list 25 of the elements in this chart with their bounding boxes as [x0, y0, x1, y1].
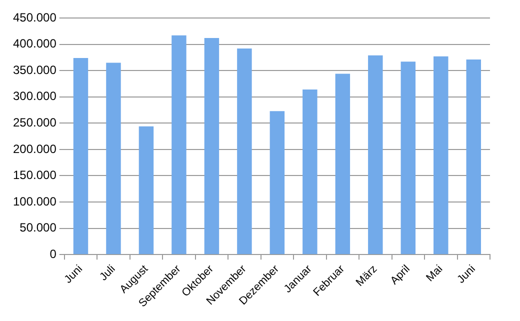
- bar: [434, 56, 448, 254]
- bar: [270, 111, 285, 254]
- bar: [204, 38, 220, 254]
- y-tick-label: 200.000: [12, 142, 57, 156]
- bar: [172, 35, 186, 254]
- y-tick-label: 300.000: [12, 89, 57, 104]
- x-tick-label: Juli: [98, 263, 118, 284]
- bar: [237, 48, 252, 254]
- bar: [466, 60, 481, 254]
- bar: [302, 90, 318, 254]
- bar: [400, 62, 416, 254]
- y-tick-label: 400.000: [12, 36, 57, 51]
- y-tick-label: 150.000: [12, 168, 57, 182]
- y-tick-label: 50.000: [20, 220, 57, 235]
- bar: [335, 74, 350, 254]
- y-tick-label: 100.000: [12, 194, 57, 208]
- bar: [368, 55, 383, 254]
- y-tick-label: 250.000: [12, 115, 57, 130]
- x-tick-label: Mai: [424, 263, 446, 284]
- y-tick-label: 450.000: [12, 10, 57, 24]
- bar: [73, 58, 88, 254]
- y-tick-label: 350.000: [12, 62, 57, 77]
- bar: [138, 126, 154, 254]
- bar: [106, 62, 121, 254]
- y-tick-label: 0: [50, 246, 57, 261]
